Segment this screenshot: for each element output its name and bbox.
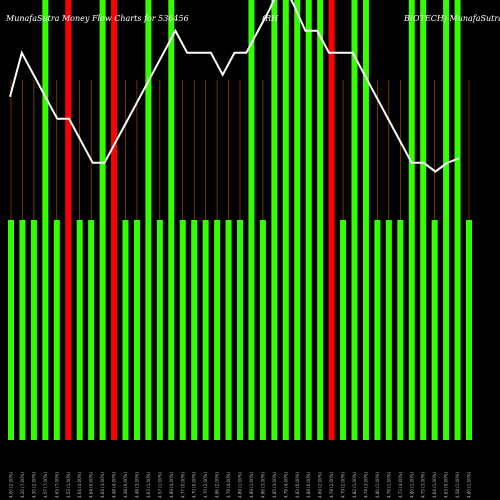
price-line bbox=[9, 0, 460, 173]
bar bbox=[53, 220, 60, 440]
chart-title-right: BIOTECH) MunafaSutra bbox=[403, 14, 500, 23]
bar bbox=[214, 220, 221, 440]
x-tick-label: 4.69 (2.00%) bbox=[318, 472, 323, 498]
bar bbox=[133, 220, 140, 440]
x-tick-label: 4.77 (0.00%) bbox=[180, 472, 185, 498]
bar bbox=[431, 220, 438, 440]
bar bbox=[340, 220, 347, 440]
x-tick-label: 4.83 (5.00%) bbox=[295, 472, 300, 498]
x-tick-label: 4.70 (2.00%) bbox=[203, 472, 208, 498]
x-tick-label: 4.60 (1.00%) bbox=[467, 472, 472, 498]
x-tick-label: 4.20 (7.00%) bbox=[20, 472, 25, 498]
bar bbox=[179, 220, 186, 440]
x-tick-label: 4.53 (1.00%) bbox=[66, 472, 71, 498]
bar bbox=[76, 220, 83, 440]
x-tick-label: 4.65 (7.00%) bbox=[54, 472, 59, 498]
chart-title-middle: (RH bbox=[262, 14, 279, 23]
x-tick-label: 4.80 (1.00%) bbox=[375, 472, 380, 498]
x-tick-label: 4.80 (1.00%) bbox=[409, 472, 414, 498]
x-tick-label: 4.64 (1.00%) bbox=[432, 472, 437, 498]
bar bbox=[351, 0, 358, 440]
x-tick-label: 4.82 (1.00%) bbox=[352, 472, 357, 498]
x-tick-label: 4.79 (4.00%) bbox=[283, 472, 288, 498]
bar bbox=[454, 0, 461, 440]
bar bbox=[374, 220, 381, 440]
x-tick-label: 4.89 (4.00%) bbox=[169, 472, 174, 498]
x-tick-label: 4.88 (0.00%) bbox=[306, 472, 311, 498]
x-tick-label: 4.79 (2.00%) bbox=[341, 472, 346, 498]
x-tick-label: 4.64 (0.00%) bbox=[89, 472, 94, 498]
x-tick-label: 4.48 (4.00%) bbox=[112, 472, 117, 498]
bar bbox=[259, 220, 266, 440]
bar bbox=[88, 220, 95, 440]
x-tick-label: 4.30 (2.00%) bbox=[31, 472, 36, 498]
x-tick-label: 4.79 (1.00%) bbox=[386, 472, 391, 498]
bar bbox=[248, 0, 255, 440]
x-tick-label: 4.70 (0.00%) bbox=[192, 472, 197, 498]
x-tick-label: 4.57 (7.00%) bbox=[43, 472, 48, 498]
x-tick-label: 4.00 (2.00%) bbox=[9, 472, 14, 498]
x-tick-label: 4.86 (2.00%) bbox=[215, 472, 220, 498]
bar bbox=[294, 0, 301, 440]
x-tick-labels: 4.00 (2.00%) 4.20 (7.00%) 4.30 (2.00%) 4.57… bbox=[9, 472, 472, 498]
x-tick-label: 4.75 (3.00%) bbox=[421, 472, 426, 498]
bar bbox=[408, 0, 415, 440]
bar bbox=[111, 0, 118, 440]
bar bbox=[466, 220, 472, 440]
bar bbox=[317, 0, 324, 440]
chart-title-left: MunafaSutra Money Flow Charts for 536456 bbox=[5, 14, 189, 23]
bar bbox=[19, 220, 26, 440]
bar bbox=[65, 0, 72, 440]
bars bbox=[8, 0, 472, 440]
bar bbox=[271, 0, 278, 440]
x-tick-label: 4.58 (1.00%) bbox=[455, 472, 460, 498]
bar bbox=[30, 220, 37, 440]
bar bbox=[8, 220, 14, 440]
bar bbox=[443, 0, 450, 440]
bar bbox=[156, 220, 163, 440]
price-line-path bbox=[9, 0, 460, 173]
bar bbox=[282, 0, 289, 440]
x-tick-label: 4.73 (4.00%) bbox=[398, 472, 403, 498]
bar bbox=[328, 0, 335, 440]
bar bbox=[168, 0, 175, 440]
x-tick-label: 4.63 (0.00%) bbox=[444, 472, 449, 498]
x-tick-label: 4.48 (3.00%) bbox=[134, 472, 139, 498]
bar bbox=[362, 0, 369, 440]
x-tick-label: 4.85 (3.00%) bbox=[272, 472, 277, 498]
bar bbox=[202, 220, 209, 440]
bar bbox=[99, 0, 106, 440]
x-tick-label: 4.74 (3.00%) bbox=[363, 472, 368, 498]
bar bbox=[397, 220, 404, 440]
bar bbox=[42, 0, 49, 440]
x-tick-label: 4.78 (2.00%) bbox=[329, 472, 334, 498]
x-tick-label: 4.63 (1.00%) bbox=[146, 472, 151, 498]
bar bbox=[305, 0, 312, 440]
x-tick-label: 4.89 (1.00%) bbox=[249, 472, 254, 498]
bar bbox=[385, 220, 392, 440]
x-tick-label: 4.64 (4.00%) bbox=[77, 472, 82, 498]
bar bbox=[122, 220, 129, 440]
x-tick-label: 4.38 (0.00%) bbox=[123, 472, 128, 498]
bar bbox=[225, 220, 232, 440]
bar bbox=[420, 0, 427, 440]
bar bbox=[237, 220, 243, 440]
x-tick-label: 4.64 (3.00%) bbox=[100, 472, 105, 498]
x-tick-label: 4.57 (1.00%) bbox=[157, 472, 162, 498]
x-tick-label: 4.89 (1.00%) bbox=[238, 472, 243, 498]
bar bbox=[145, 0, 152, 440]
x-tick-label: 4.86 (3.00%) bbox=[260, 472, 265, 498]
bar bbox=[191, 220, 198, 440]
x-tick-label: 4.79 (4.00%) bbox=[226, 472, 231, 498]
